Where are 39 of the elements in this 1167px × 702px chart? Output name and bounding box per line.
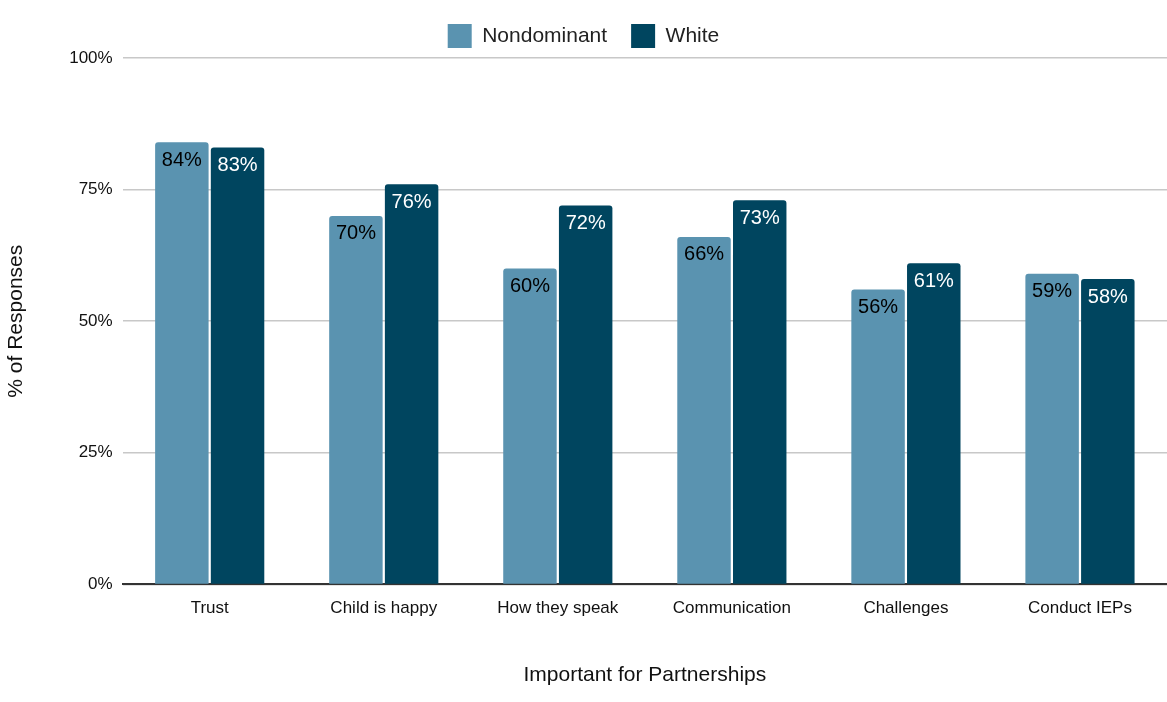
data-label: 83% <box>217 153 258 175</box>
bar <box>1081 279 1135 584</box>
bar <box>503 268 557 584</box>
data-label: 70% <box>335 221 377 244</box>
x-tick-label: Trust <box>190 598 230 618</box>
bar <box>155 142 209 584</box>
data-label: 76% <box>391 189 432 212</box>
bar <box>384 184 439 584</box>
x-axis-title: Important for Partnerships <box>523 662 767 686</box>
legend-label: Nondominant <box>482 22 608 46</box>
x-tick-label: Conduct IEPs <box>1028 598 1132 618</box>
x-tick-label: How they speak <box>497 598 619 618</box>
x-tick-label: Challenges <box>863 598 949 618</box>
bar <box>851 289 905 584</box>
data-label: 66% <box>684 242 725 265</box>
data-label: 73% <box>739 205 780 228</box>
bar <box>210 147 265 584</box>
bar <box>1025 273 1079 584</box>
x-tick-label: Child is happy <box>330 598 438 618</box>
y-tick-label: 100% <box>69 47 113 67</box>
data-label: 72% <box>565 210 606 233</box>
bar <box>907 263 961 584</box>
data-label: 61% <box>913 268 954 291</box>
y-tick-label: 0% <box>88 574 113 594</box>
bar <box>732 200 787 584</box>
data-label: 59% <box>1032 279 1073 302</box>
data-label: 60% <box>509 274 551 297</box>
x-tick-label: Communication <box>672 598 791 618</box>
data-label: 58% <box>1087 284 1129 307</box>
y-tick-label: 50% <box>78 310 113 330</box>
bar <box>329 215 383 584</box>
data-label: 84% <box>161 147 203 170</box>
bar <box>558 205 613 584</box>
data-label: 56% <box>858 295 899 318</box>
y-axis-title: % of Responses <box>3 244 27 398</box>
y-tick-label: 25% <box>78 442 113 462</box>
bar <box>677 236 731 584</box>
legend-label: White <box>665 22 720 46</box>
y-tick-label: 75% <box>78 179 113 199</box>
